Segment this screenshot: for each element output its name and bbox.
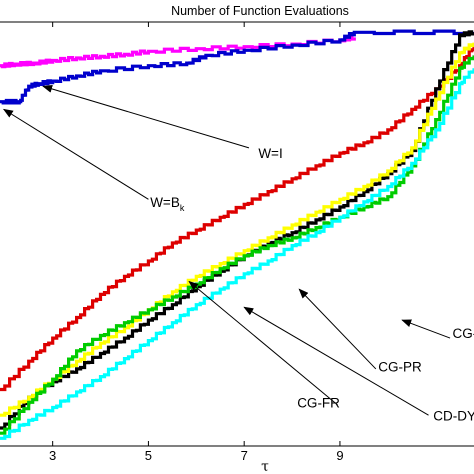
series-line-6 (0, 55, 474, 435)
annotation-arrow-6 (188, 280, 338, 406)
annotation-arrow-1 (42, 84, 250, 149)
x-axis-label: τ (261, 459, 269, 474)
series-line-2 (0, 29, 474, 105)
annotation-arrow-3 (401, 319, 451, 339)
annotation-arrow-7 (243, 306, 429, 416)
x-tick-label: 5 (145, 448, 152, 463)
annotation-label-7: CD-DY (433, 408, 474, 423)
annotation-arrow-2 (2, 108, 149, 200)
annotation-label-3: CG-HS (452, 326, 474, 341)
series-line-3 (0, 45, 474, 392)
x-tick-label: 9 (336, 448, 343, 463)
x-tick-label: 3 (49, 448, 56, 463)
series-layer (0, 29, 474, 440)
annotation-label-5: CG-PR (378, 359, 422, 374)
annotation-label-6: CG-FR (297, 395, 340, 410)
series-line-5 (0, 42, 474, 417)
axis-layer: 3 5 7 9 (0, 21, 474, 463)
x-tick-label: 7 (241, 448, 248, 463)
annotation-label-1: W=I (258, 146, 282, 161)
chart-title: Number of Function Evaluations (171, 4, 349, 18)
annotation-arrow-5 (298, 288, 377, 370)
annotation-label-2: W=Bk (150, 195, 185, 213)
series-line-7 (0, 68, 474, 440)
